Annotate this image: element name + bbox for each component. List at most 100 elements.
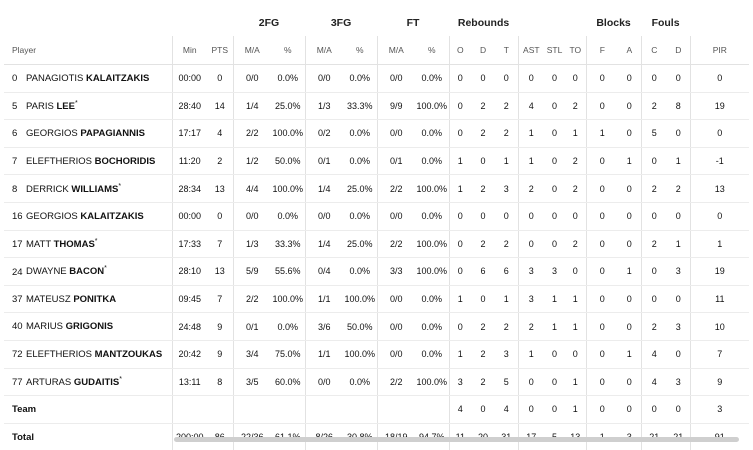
player-to: 1 xyxy=(565,368,587,397)
player-3fg-ma: 1/1 xyxy=(304,340,344,369)
player-blk-f: 0 xyxy=(585,147,619,176)
player-first-name[interactable]: ARTURAS xyxy=(26,376,72,388)
player-ft-pct: 100.0% xyxy=(415,230,450,259)
player-number: 0 xyxy=(12,72,18,84)
player-reb-t: 0 xyxy=(495,202,519,231)
player-reb-t: 2 xyxy=(495,312,519,341)
player-first-name[interactable]: PANAGIOTIS xyxy=(26,72,84,84)
player-row: 8 DERRICK WILLIAMS* 28:34 13 4/4 100.0% 1/4 25.… xyxy=(4,174,750,203)
player-ft-pct: 0.0% xyxy=(415,147,450,176)
player-reb-o: 1 xyxy=(448,340,472,369)
player-reb-d: 0 xyxy=(471,64,496,93)
player-last-name[interactable]: KALAITZAKIS xyxy=(80,210,144,222)
player-last-name[interactable]: MANTZOUKAS xyxy=(94,348,163,360)
team-reb-d: 0 xyxy=(471,395,496,424)
player-pts: 13 xyxy=(207,174,233,203)
player-2fg-ma: 0/0 xyxy=(232,202,271,231)
player-min: 20:42 xyxy=(171,340,207,369)
team-foul-c: 0 xyxy=(640,395,668,424)
player-ft-pct: 0.0% xyxy=(415,202,450,231)
player-2fg-ma: 0/0 xyxy=(232,64,271,93)
total-label: Total xyxy=(12,431,34,443)
player-to: 1 xyxy=(565,119,587,148)
player-cell: 17 MATT THOMAS* xyxy=(4,230,172,259)
player-first-name[interactable]: PARIS xyxy=(26,100,54,112)
player-to: 2 xyxy=(565,174,587,203)
player-foul-d: 1 xyxy=(667,230,691,259)
team-2fg-pct xyxy=(271,395,306,424)
player-foul-c: 2 xyxy=(640,230,668,259)
player-pir: 0 xyxy=(689,202,750,231)
player-3fg-ma: 1/4 xyxy=(304,174,344,203)
player-2fg-ma: 1/2 xyxy=(232,147,271,176)
player-min: 11:20 xyxy=(171,147,207,176)
player-cell: 40 MARIUS GRIGONIS xyxy=(4,312,172,341)
player-last-name[interactable]: PAPAGIANNIS xyxy=(80,127,145,139)
player-blk-f: 0 xyxy=(585,340,619,369)
player-last-name[interactable]: BACON xyxy=(69,266,105,278)
player-foul-d: 0 xyxy=(667,340,691,369)
team-2fg-ma xyxy=(232,395,271,424)
player-last-name[interactable]: BOCHORIDIS xyxy=(94,155,156,167)
player-stl: 0 xyxy=(544,230,566,259)
player-pir: 10 xyxy=(689,312,750,341)
group-header-row: 2FG 3FG FT Rebounds Blocks Fouls xyxy=(4,10,749,36)
player-first-name[interactable]: DERRICK xyxy=(26,183,69,195)
player-to: 2 xyxy=(565,147,587,176)
team-pts xyxy=(207,395,233,424)
player-rows: 0 PANAGIOTIS KALAITZAKIS 00:00 0 0/0 0.0% 0/0 0… xyxy=(4,64,750,397)
player-last-name[interactable]: WILLIAMS xyxy=(71,183,119,195)
player-blk-f: 1 xyxy=(585,119,619,148)
player-3fg-pct: 0.0% xyxy=(343,119,378,148)
player-foul-d: 1 xyxy=(667,147,691,176)
player-reb-o: 1 xyxy=(448,147,472,176)
player-blk-a: 0 xyxy=(618,202,642,231)
player-ast: 0 xyxy=(517,368,545,397)
player-last-name[interactable]: PONITKA xyxy=(73,293,117,305)
player-blk-a: 0 xyxy=(618,368,642,397)
team-ast: 0 xyxy=(517,395,545,424)
player-last-name[interactable]: KALAITZAKIS xyxy=(86,72,150,84)
player-first-name[interactable]: DWAYNE xyxy=(26,266,67,278)
player-ft-pct: 100.0% xyxy=(415,257,450,286)
col-header-blk-f: F xyxy=(585,36,619,65)
player-last-name[interactable]: GRIGONIS xyxy=(65,321,114,333)
player-2fg-ma: 1/3 xyxy=(232,230,271,259)
player-first-name[interactable]: ELEFTHERIOS xyxy=(26,155,92,167)
player-first-name[interactable]: ELEFTHERIOS xyxy=(26,348,92,360)
player-reb-d: 0 xyxy=(471,285,496,314)
player-pir: 13 xyxy=(689,174,750,203)
player-foul-d: 0 xyxy=(667,119,691,148)
team-3fg-ma xyxy=(304,395,344,424)
player-foul-d: 3 xyxy=(667,368,691,397)
player-pts: 8 xyxy=(207,368,233,397)
col-header-reb-t: T xyxy=(495,36,519,65)
player-last-name[interactable]: GUDAITIS xyxy=(73,376,120,388)
col-header-ft-ma: M/A xyxy=(376,36,416,65)
col-header-reb-d: D xyxy=(471,36,496,65)
player-2fg-ma: 2/2 xyxy=(232,119,271,148)
player-first-name[interactable]: MARIUS xyxy=(26,321,63,333)
group-header-3fg: 3FG xyxy=(330,17,352,29)
player-foul-c: 0 xyxy=(640,285,668,314)
player-blk-f: 0 xyxy=(585,230,619,259)
player-ast: 1 xyxy=(517,147,545,176)
starter-marker: * xyxy=(74,99,78,107)
player-first-name[interactable]: GEORGIOS xyxy=(26,127,78,139)
player-foul-c: 0 xyxy=(640,147,668,176)
player-reb-o: 0 xyxy=(448,312,472,341)
player-last-name[interactable]: LEE xyxy=(56,100,75,112)
player-first-name[interactable]: MATT xyxy=(26,238,51,250)
player-first-name[interactable]: GEORGIOS xyxy=(26,210,78,222)
player-reb-o: 1 xyxy=(448,174,472,203)
player-min: 24:48 xyxy=(171,312,207,341)
player-min: 00:00 xyxy=(171,64,207,93)
starter-marker: * xyxy=(118,182,122,190)
player-last-name[interactable]: THOMAS xyxy=(53,238,95,250)
horizontal-scrollbar[interactable] xyxy=(174,437,739,442)
player-first-name[interactable]: MATEUSZ xyxy=(26,293,71,305)
player-3fg-pct: 0.0% xyxy=(343,147,378,176)
player-stl: 1 xyxy=(544,312,566,341)
player-2fg-pct: 55.6% xyxy=(271,257,306,286)
